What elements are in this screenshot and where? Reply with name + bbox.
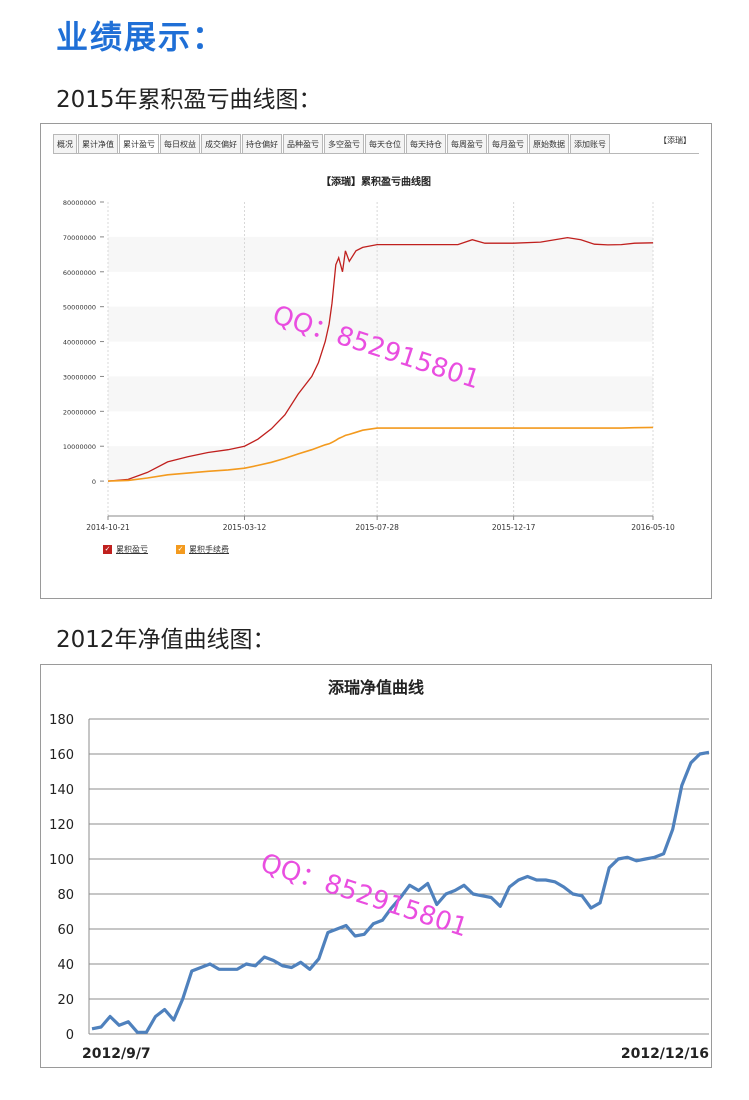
x-tick-label: 2012/12/16 bbox=[621, 1046, 709, 1062]
x-tick-label: 2014-10-21 bbox=[86, 523, 130, 532]
y-tick-label: 120 bbox=[49, 818, 74, 833]
tab-underline bbox=[53, 153, 699, 154]
chart1-title: 【添瑞】累积盈亏曲线图 bbox=[321, 175, 431, 188]
tab-2[interactable]: 累计净值 bbox=[78, 134, 118, 154]
tab-9[interactable]: 每天仓位 bbox=[365, 134, 405, 154]
y-tick-label: 80 bbox=[57, 888, 74, 903]
tab-1[interactable]: 概况 bbox=[53, 134, 77, 154]
y-tick-label: 160 bbox=[49, 748, 74, 763]
nav-chart-svg: 添瑞净值曲线 180 160 140 120 100 80 60 40 20 0 2012/9/7 20… bbox=[49, 678, 710, 1062]
y-tick-label: 0 bbox=[66, 1028, 74, 1043]
tab-3[interactable]: 累计盈亏 bbox=[119, 134, 159, 154]
y-tick-label: 60 bbox=[57, 923, 74, 938]
y-tick-label: 0 bbox=[92, 478, 96, 486]
tab-6[interactable]: 持仓偏好 bbox=[242, 134, 282, 154]
chart2-title: 添瑞净值曲线 bbox=[328, 678, 424, 697]
nav-chart-panel: 添瑞净值曲线 180 160 140 120 100 80 60 40 20 0 2012/9/7 20… bbox=[40, 664, 712, 1068]
plot-band bbox=[108, 446, 653, 482]
y-tick-label: 40000000 bbox=[63, 339, 96, 347]
legend-label-pnl: 累积盈亏 bbox=[116, 545, 148, 554]
series-line-pnl bbox=[107, 236, 654, 482]
y-tick-label: 180 bbox=[49, 713, 74, 728]
x-tick-label: 2012/9/7 bbox=[82, 1046, 151, 1062]
page-heading: 业绩展示： bbox=[56, 18, 227, 56]
y-tick-label: 80000000 bbox=[63, 199, 96, 207]
series-line-nav bbox=[91, 750, 710, 1034]
y-tick-label: 20000000 bbox=[63, 408, 96, 416]
tab-7[interactable]: 品种盈亏 bbox=[283, 134, 323, 154]
tab-bar: 概况 累计净值 累计盈亏 每日权益 成交偏好 持仓偏好 品种盈亏 多空盈亏 每天仓位 每天持仓 每周… bbox=[53, 134, 611, 154]
tab-4[interactable]: 每日权益 bbox=[160, 134, 200, 154]
y-tick-label: 100 bbox=[49, 853, 74, 868]
tab-5[interactable]: 成交偏好 bbox=[201, 134, 241, 154]
pnl-chart-svg: 【添瑞】累积盈亏曲线图 2014-10-21 2015-03-12 2015-07-2… bbox=[63, 175, 675, 532]
x-tick-label: 2016-05-10 bbox=[631, 523, 675, 532]
series-line-fee bbox=[107, 426, 654, 482]
x-tick-label: 2015-07-28 bbox=[355, 523, 399, 532]
y-tick-label: 50000000 bbox=[63, 304, 96, 312]
tab-12[interactable]: 每月盈亏 bbox=[488, 134, 528, 154]
section1-title: 2015年累积盈亏曲线图： bbox=[56, 87, 322, 113]
legend-item-fee[interactable]: ✓ 累积手续费 bbox=[176, 544, 229, 555]
x-tick-label: 2015-12-17 bbox=[492, 523, 536, 532]
x-tick-label: 2015-03-12 bbox=[223, 523, 267, 532]
plot-band bbox=[108, 376, 653, 412]
plot-band bbox=[108, 236, 653, 272]
y-tick-label: 30000000 bbox=[63, 373, 96, 381]
y-tick-label: 20 bbox=[57, 993, 74, 1008]
tab-11[interactable]: 每周盈亏 bbox=[447, 134, 487, 154]
tab-13[interactable]: 原始数据 bbox=[529, 134, 569, 154]
tianrui-link[interactable]: 【添瑞】 bbox=[659, 136, 691, 145]
plot-band bbox=[108, 306, 653, 342]
y-tick-label: 140 bbox=[49, 783, 74, 798]
tab-14[interactable]: 添加账号 bbox=[570, 134, 610, 154]
y-tick-label: 40 bbox=[57, 958, 74, 973]
check-icon: ✓ bbox=[176, 545, 185, 554]
legend-item-pnl[interactable]: ✓ 累积盈亏 bbox=[103, 544, 148, 555]
pnl-chart-panel: 概况 累计净值 累计盈亏 每日权益 成交偏好 持仓偏好 品种盈亏 多空盈亏 每天仓位 每天持仓 每周… bbox=[40, 123, 712, 599]
y-tick-label: 70000000 bbox=[63, 234, 96, 242]
y-tick-label: 60000000 bbox=[63, 269, 96, 277]
y-tick-label: 10000000 bbox=[63, 443, 96, 451]
tab-8[interactable]: 多空盈亏 bbox=[324, 134, 364, 154]
section2-title: 2012年净值曲线图： bbox=[56, 627, 276, 653]
tab-10[interactable]: 每天持仓 bbox=[406, 134, 446, 154]
check-icon: ✓ bbox=[103, 545, 112, 554]
legend-label-fee: 累积手续费 bbox=[189, 545, 229, 554]
